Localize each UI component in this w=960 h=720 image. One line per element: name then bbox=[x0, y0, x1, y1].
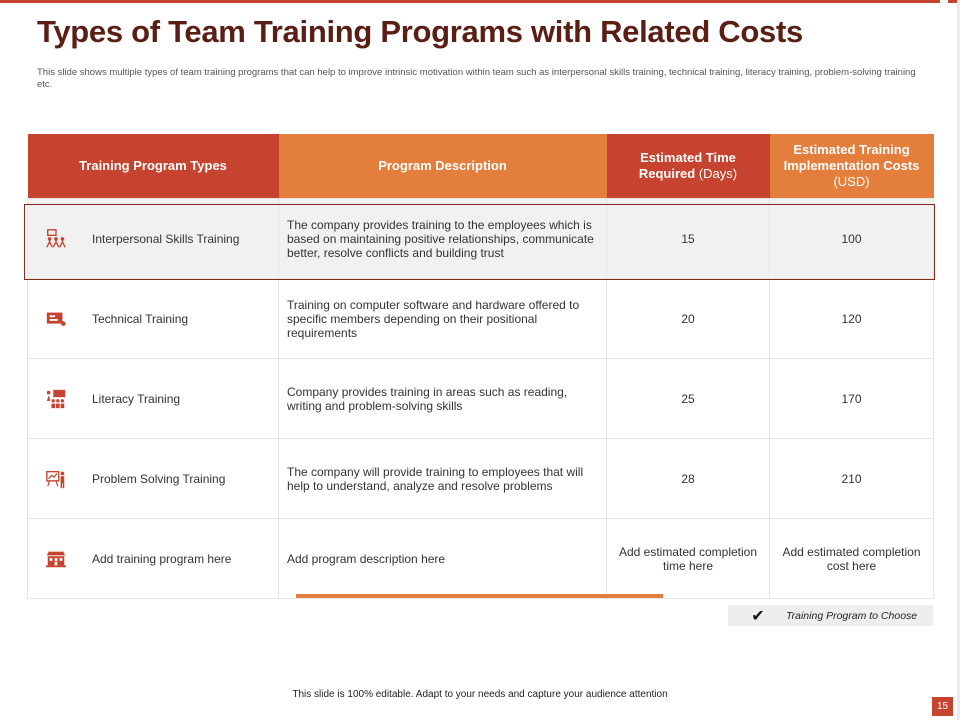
program-type-label: Add training program here bbox=[92, 551, 232, 566]
program-type-label: Literacy Training bbox=[92, 391, 181, 406]
team-presentation-icon bbox=[32, 224, 80, 254]
top-rule-right bbox=[948, 0, 960, 3]
cell-cost: 120 bbox=[769, 278, 934, 359]
header-program-description: Program Description bbox=[278, 134, 607, 199]
cell-time: 28 bbox=[606, 438, 770, 519]
training-building-icon bbox=[32, 544, 80, 574]
top-rule bbox=[0, 0, 940, 3]
header-time-label: Estimated Time Required bbox=[638, 150, 736, 181]
training-table: Training Program Types Program Descripti… bbox=[27, 134, 934, 599]
header-program-type: Training Program Types bbox=[27, 134, 279, 199]
accent-bar bbox=[296, 594, 663, 598]
computer-screen-icon bbox=[32, 304, 80, 334]
right-rule bbox=[957, 0, 960, 720]
cell-description: Company provides training in areas such … bbox=[278, 358, 607, 439]
table-row: Interpersonal Skills Training The compan… bbox=[27, 198, 934, 279]
table-header-row: Training Program Types Program Descripti… bbox=[27, 134, 934, 199]
cell-time: 15 bbox=[606, 198, 770, 279]
cell-program-type: Literacy Training bbox=[27, 358, 279, 439]
cell-program-type: Interpersonal Skills Training bbox=[27, 198, 279, 279]
program-type-label: Technical Training bbox=[92, 311, 189, 326]
table-row: Technical Training Training on computer … bbox=[27, 278, 934, 359]
cell-cost: 170 bbox=[769, 358, 934, 439]
presenter-chart-icon bbox=[32, 464, 80, 494]
program-type-label: Problem Solving Training bbox=[92, 471, 226, 486]
legend: ✔ Training Program to Choose bbox=[728, 605, 933, 626]
cell-time: 25 bbox=[606, 358, 770, 439]
header-time-unit: (Days) bbox=[698, 166, 738, 181]
header-estimated-cost: Estimated Training Implementation Costs … bbox=[769, 134, 934, 199]
cell-description: The company provides training to the emp… bbox=[278, 198, 607, 279]
legend-label: Training Program to Choose bbox=[786, 609, 918, 622]
page-title: Types of Team Training Programs with Rel… bbox=[37, 14, 803, 49]
header-cost-unit: (USD) bbox=[833, 174, 870, 189]
cell-cost: 210 bbox=[769, 438, 934, 519]
checkmark-icon: ✔ bbox=[751, 607, 765, 625]
page-subtitle: This slide shows multiple types of team … bbox=[37, 67, 916, 90]
cell-program-type: Technical Training bbox=[27, 278, 279, 359]
cell-description: Add program description here bbox=[278, 518, 607, 599]
classroom-board-icon bbox=[32, 384, 80, 414]
footer-note: This slide is 100% editable. Adapt to yo… bbox=[292, 689, 668, 700]
cell-time: Add estimated completion time here bbox=[606, 518, 770, 599]
header-estimated-time: Estimated Time Required (Days) bbox=[606, 134, 770, 199]
table-row: Literacy Training Company provides train… bbox=[27, 358, 934, 439]
cell-description: Training on computer software and hardwa… bbox=[278, 278, 607, 359]
table-row: Add training program here Add program de… bbox=[27, 518, 934, 599]
cell-program-type: Add training program here bbox=[27, 518, 279, 599]
cell-cost: 100 bbox=[769, 198, 934, 279]
program-type-label: Interpersonal Skills Training bbox=[92, 231, 240, 246]
table-row: Problem Solving Training The company wil… bbox=[27, 438, 934, 519]
header-cost-label: Estimated Training Implementation Costs bbox=[783, 142, 920, 173]
cell-description: The company will provide training to emp… bbox=[278, 438, 607, 519]
cell-cost: Add estimated completion cost here bbox=[769, 518, 934, 599]
page-number: 15 bbox=[932, 697, 953, 716]
cell-time: 20 bbox=[606, 278, 770, 359]
cell-program-type: Problem Solving Training bbox=[27, 438, 279, 519]
